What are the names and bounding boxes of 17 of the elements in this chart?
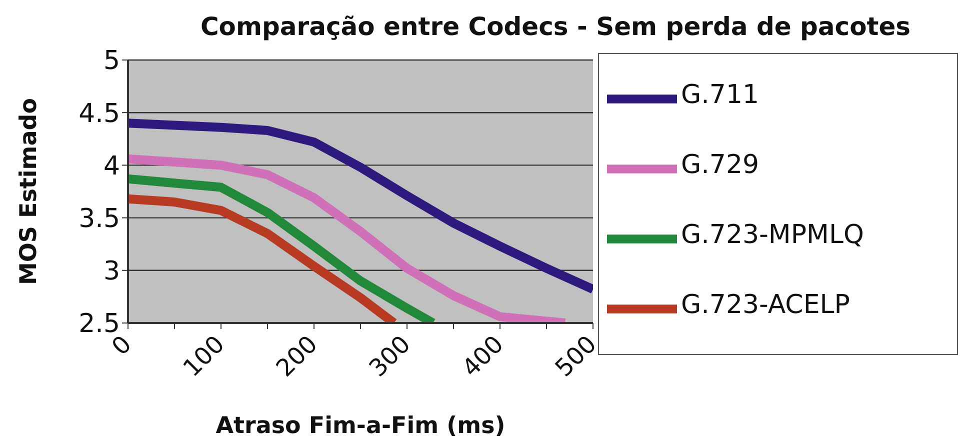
legend-label: G.729 (681, 150, 760, 180)
x-axis-title: Atraso Fim-a-Fim (ms) (216, 413, 506, 439)
y-tick-label: 3 (103, 256, 120, 287)
x-tick-label: 300 (364, 330, 416, 382)
x-tick-label: 200 (270, 330, 323, 382)
x-tick-label: 400 (456, 330, 509, 382)
y-tick-label: 4 (103, 151, 120, 182)
y-axis-title: MOS Estimado (16, 98, 42, 286)
y-tick-label: 3.5 (78, 204, 120, 234)
legend-label: G.723-ACELP (681, 290, 850, 320)
legend-label: G.711 (681, 80, 760, 110)
chart-title: Comparação entre Codecs - Sem perda de pacotes (199, 12, 912, 41)
x-tick-label: 500 (550, 330, 602, 382)
y-tick-label: 5 (103, 46, 120, 76)
x-tick-label: 100 (178, 330, 230, 382)
legend-label: G.723-MPMLQ (681, 220, 864, 250)
y-tick-label: 4.5 (78, 98, 120, 129)
